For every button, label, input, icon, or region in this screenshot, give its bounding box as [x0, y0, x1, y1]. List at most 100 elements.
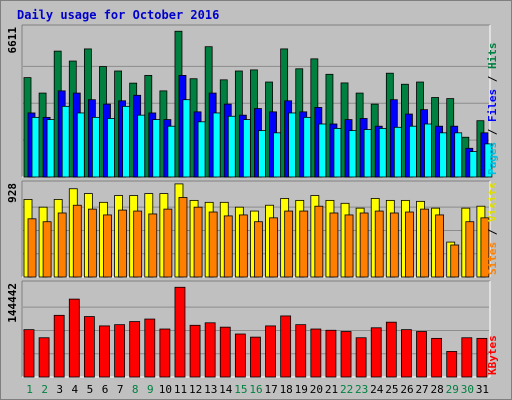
bar-sites-14 — [223, 215, 233, 278]
bar-sites-13 — [208, 211, 218, 278]
bar-pages-10 — [167, 125, 176, 178]
bar-sites-22 — [344, 214, 354, 278]
bar-kbytes-13 — [204, 322, 216, 378]
x-tick-label: 19 — [295, 383, 308, 396]
bar-sites-29 — [450, 244, 460, 278]
x-tick-label: 21 — [325, 383, 338, 396]
bar-kbytes-4 — [68, 298, 80, 378]
x-tick-label: 22 — [340, 383, 353, 396]
bar-pages-15 — [242, 119, 251, 178]
bar-kbytes-15 — [234, 333, 246, 378]
legend-hits-files-pages: Pages / Files / Hits — [486, 43, 499, 176]
x-tick-label: 8 — [132, 383, 139, 396]
bar-kbytes-19 — [295, 324, 307, 378]
bar-sites-16 — [254, 221, 263, 278]
bar-sites-25 — [389, 212, 399, 278]
x-tick-label: 30 — [461, 383, 474, 396]
bar-pages-24 — [378, 128, 387, 178]
bar-kbytes-22 — [340, 331, 352, 378]
bar-sites-26 — [405, 211, 414, 278]
bar-kbytes-10 — [159, 328, 171, 378]
bar-kbytes-14 — [219, 326, 231, 378]
bar-kbytes-9 — [144, 318, 156, 378]
x-tick-label: 27 — [415, 383, 428, 396]
bar-pages-7 — [122, 105, 130, 178]
x-tick-label: 17 — [264, 383, 277, 396]
bar-pages-4 — [76, 112, 85, 178]
x-tick-label: 29 — [446, 383, 459, 396]
bar-pages-29 — [454, 132, 463, 178]
bar-sites-2 — [42, 221, 52, 278]
bar-pages-5 — [91, 116, 100, 178]
bar-pages-26 — [409, 125, 417, 178]
bar-pages-14 — [227, 115, 236, 178]
x-tick-label: 2 — [41, 383, 48, 396]
bar-sites-19 — [299, 210, 309, 278]
bar-sites-23 — [359, 212, 369, 278]
x-tick-label: 28 — [431, 383, 444, 396]
legend-entry-hits: Hits — [486, 43, 499, 70]
bar-pages-22 — [348, 130, 357, 178]
bar-pages-16 — [258, 130, 266, 178]
x-tick-label: 13 — [204, 383, 217, 396]
bar-sites-8 — [133, 210, 143, 278]
bar-kbytes-24 — [370, 327, 382, 378]
bar-sites-4 — [72, 204, 82, 278]
bar-sites-30 — [465, 221, 475, 278]
bar-kbytes-31 — [476, 337, 488, 378]
bar-pages-11 — [182, 99, 191, 178]
bar-kbytes-8 — [129, 321, 141, 378]
bar-kbytes-11 — [174, 286, 186, 378]
bar-sites-28 — [435, 214, 445, 278]
bar-kbytes-21 — [325, 329, 337, 378]
bar-kbytes-18 — [280, 315, 292, 378]
bar-kbytes-3 — [53, 314, 65, 378]
bar-sites-3 — [57, 212, 67, 278]
bar-pages-19 — [303, 116, 312, 178]
x-tick-label: 16 — [249, 383, 262, 396]
x-tick-label: 18 — [280, 383, 293, 396]
bar-sites-24 — [374, 210, 384, 278]
legend-entry-kbytes: KBytes — [486, 335, 499, 375]
bar-sites-18 — [284, 210, 294, 278]
bar-sites-21 — [329, 212, 339, 278]
bar-sites-11 — [178, 197, 188, 278]
bar-sites-31 — [480, 217, 490, 278]
bar-kbytes-12 — [189, 324, 201, 378]
x-tick-label: 6 — [102, 383, 109, 396]
x-tick-label: 26 — [400, 383, 413, 396]
bar-kbytes-16 — [250, 336, 261, 378]
legend-entry-files: Files — [486, 89, 499, 122]
bar-pages-17 — [273, 132, 281, 178]
bar-pages-9 — [152, 119, 161, 178]
bar-pages-8 — [137, 114, 146, 178]
legend-separator: / — [486, 69, 499, 89]
bar-pages-30 — [469, 151, 478, 178]
y-max-label: 144442 — [6, 283, 19, 323]
legend-visits-sites: Sites / Visits — [486, 182, 499, 275]
x-tick-label: 15 — [234, 383, 247, 396]
bar-sites-6 — [103, 214, 112, 278]
legend-kbytes: KBytes — [486, 335, 499, 375]
legend-separator: / — [486, 222, 499, 242]
bar-kbytes-17 — [265, 325, 276, 378]
bar-sites-1 — [27, 218, 37, 278]
x-tick-label: 3 — [56, 383, 63, 396]
bar-kbytes-28 — [431, 337, 443, 378]
x-tick-label: 24 — [370, 383, 384, 396]
legend-separator: / — [486, 122, 499, 142]
bar-sites-5 — [87, 208, 97, 278]
bar-pages-2 — [46, 119, 55, 178]
x-tick-label: 4 — [72, 383, 79, 396]
x-tick-label: 31 — [476, 383, 489, 396]
bar-pages-6 — [107, 118, 115, 178]
x-tick-label: 5 — [87, 383, 94, 396]
bar-pages-21 — [333, 128, 342, 178]
bar-pages-1 — [31, 116, 40, 178]
bar-kbytes-20 — [310, 328, 322, 378]
bar-kbytes-23 — [355, 337, 367, 378]
bar-kbytes-6 — [99, 325, 110, 378]
bar-sites-15 — [238, 214, 248, 278]
x-tick-label: 25 — [385, 383, 398, 396]
